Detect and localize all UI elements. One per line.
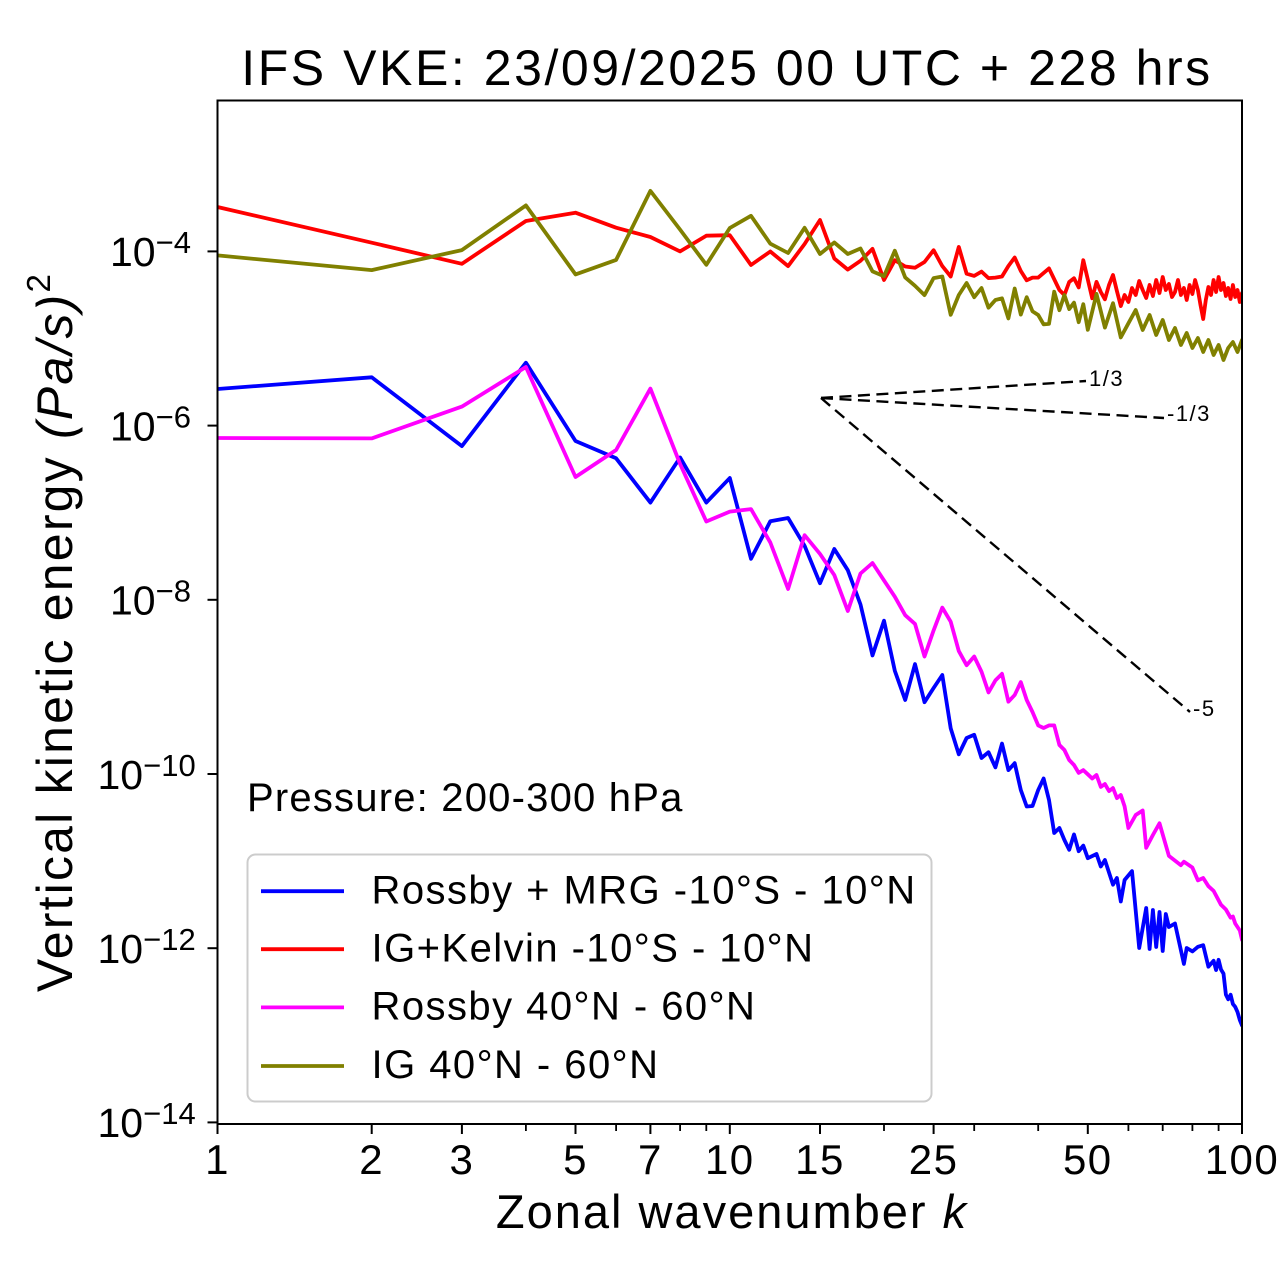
svg-text:Vertical kinetic energy (Pa/s): Vertical kinetic energy (Pa/s)2 — [20, 272, 83, 992]
svg-text:IG 40°N - 60°N: IG 40°N - 60°N — [372, 1043, 660, 1087]
svg-text:3: 3 — [449, 1136, 474, 1183]
svg-text:1/3: 1/3 — [1089, 366, 1124, 391]
svg-text:-1/3: -1/3 — [1167, 401, 1211, 426]
svg-text:-5: -5 — [1193, 696, 1216, 721]
svg-text:7: 7 — [638, 1136, 663, 1183]
svg-text:Rossby + MRG -10°S - 10°N: Rossby + MRG -10°S - 10°N — [372, 868, 917, 912]
svg-text:10: 10 — [705, 1136, 755, 1183]
svg-text:Zonal wavenumber k: Zonal wavenumber k — [496, 1185, 969, 1238]
svg-text:50: 50 — [1063, 1136, 1113, 1183]
svg-text:2: 2 — [359, 1136, 384, 1183]
svg-text:IG+Kelvin -10°S - 10°N: IG+Kelvin -10°S - 10°N — [372, 926, 815, 970]
svg-text:1: 1 — [205, 1136, 230, 1183]
svg-text:IFS VKE: 23/09/2025 00 UTC + 2: IFS VKE: 23/09/2025 00 UTC + 228 hrs — [241, 40, 1212, 96]
svg-text:5: 5 — [563, 1136, 588, 1183]
svg-text:15: 15 — [795, 1136, 845, 1183]
svg-text:Rossby 40°N - 60°N: Rossby 40°N - 60°N — [372, 985, 757, 1029]
svg-text:Pressure: 200-300 hPa: Pressure: 200-300 hPa — [247, 776, 684, 820]
svg-text:100: 100 — [1205, 1136, 1280, 1183]
svg-text:25: 25 — [909, 1136, 959, 1183]
